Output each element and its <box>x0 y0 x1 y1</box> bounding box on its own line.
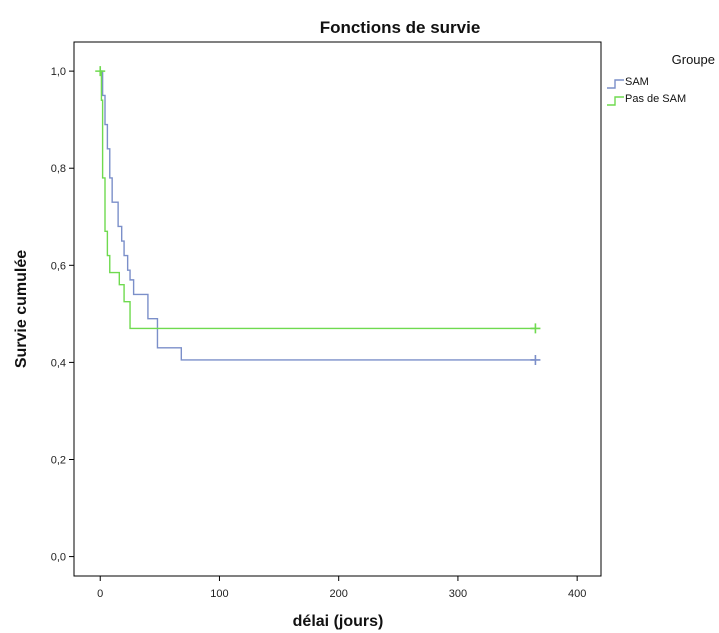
x-tick-label: 400 <box>568 588 586 600</box>
legend: Groupe SAM Pas de SAM <box>607 52 715 106</box>
y-tick-label: 1,0 <box>51 66 66 78</box>
series-line-sam <box>100 70 536 361</box>
chart-title: Fonctions de survie <box>320 18 481 37</box>
x-axis: 0 100 200 300 400 <box>97 576 586 600</box>
censor-mark-sam <box>530 354 541 365</box>
x-tick-label: 200 <box>330 588 348 600</box>
series-line-pas-de-sam <box>100 70 536 330</box>
y-axis-label: Survie cumulée <box>13 250 30 368</box>
x-tick-label: 300 <box>449 588 467 600</box>
legend-swatch-pas-de-sam <box>607 96 624 106</box>
x-axis-label: délai (jours) <box>293 613 384 630</box>
censor-mark-pas-de-sam <box>95 66 106 77</box>
legend-title: Groupe <box>672 52 715 67</box>
series-layer <box>95 66 541 365</box>
y-tick-label: 0,8 <box>51 163 66 175</box>
y-tick-label: 0,0 <box>51 552 66 564</box>
plot-area <box>73 41 602 577</box>
censor-mark-pas-de-sam <box>530 323 541 334</box>
y-tick-label: 0,2 <box>51 454 66 466</box>
legend-label-pas-de-sam: Pas de SAM <box>625 93 686 105</box>
y-axis: 0,0 0,2 0,4 0,6 0,8 1,0 <box>51 66 74 564</box>
y-tick-label: 0,4 <box>51 357 66 369</box>
x-tick-label: 0 <box>97 588 103 600</box>
y-tick-label: 0,6 <box>51 260 66 272</box>
legend-swatch-sam <box>607 79 624 89</box>
legend-label-sam: SAM <box>625 76 649 88</box>
x-tick-label: 100 <box>210 588 228 600</box>
